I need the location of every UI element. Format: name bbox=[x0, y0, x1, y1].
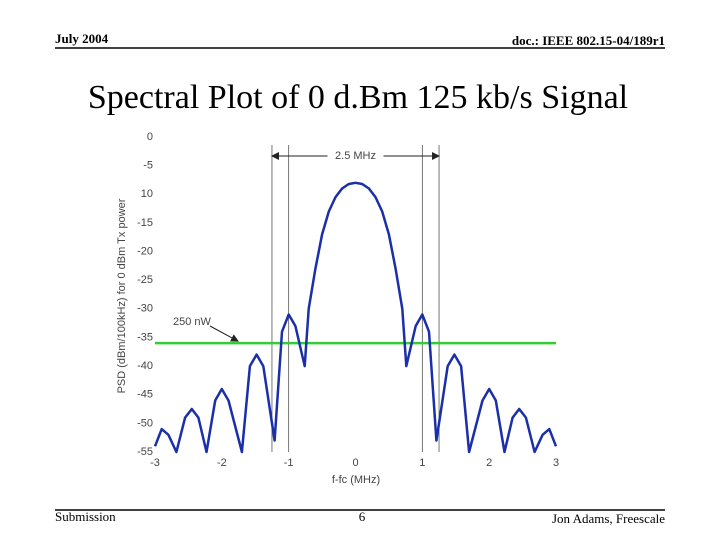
x-tick-label: 0 bbox=[352, 457, 358, 469]
y-tick-label: -40 bbox=[137, 360, 153, 372]
footer-right: Jon Adams, Freescale bbox=[552, 511, 665, 526]
footer-left: Submission bbox=[55, 509, 116, 524]
x-tick-label: 2 bbox=[486, 457, 492, 469]
x-tick-label: -2 bbox=[217, 457, 227, 469]
y-axis-label: PSD (dBm/100kHz) for 0 dBm Tx power bbox=[116, 198, 128, 393]
x-tick-label: -3 bbox=[150, 457, 160, 469]
x-tick-label: -1 bbox=[284, 457, 294, 469]
y-tick-label: -35 bbox=[137, 331, 153, 343]
y-tick-label: -30 bbox=[137, 303, 153, 315]
x-tick-label: 1 bbox=[419, 457, 425, 469]
y-tick-label: -15 bbox=[137, 217, 153, 229]
y-tick-label: -25 bbox=[137, 274, 153, 286]
x-tick-label: 3 bbox=[553, 457, 559, 469]
header-date: July 2004 bbox=[55, 31, 109, 46]
threshold-label: 250 nW bbox=[173, 316, 212, 328]
psd-line bbox=[153, 181, 558, 454]
y-tick-label: -20 bbox=[137, 245, 153, 257]
bandwidth-label: 2.5 MHz bbox=[335, 150, 376, 162]
y-tick-label: -55 bbox=[137, 446, 153, 458]
y-tick-label: -45 bbox=[137, 389, 153, 401]
y-tick-label: -50 bbox=[137, 417, 153, 429]
header-doc: doc.: IEEE 802.15-04/189r1 bbox=[512, 33, 665, 48]
page-number: 6 bbox=[359, 509, 366, 524]
threshold-arrow bbox=[209, 325, 239, 342]
y-tick-label: 10 bbox=[141, 188, 153, 200]
y-tick-label: 0 bbox=[147, 131, 153, 143]
chart-title: Spectral Plot of 0 d.Bm 125 kb/s Signal bbox=[88, 79, 628, 116]
x-axis-label: f-fc (MHz) bbox=[332, 474, 380, 486]
y-tick-label: -5 bbox=[143, 160, 153, 172]
